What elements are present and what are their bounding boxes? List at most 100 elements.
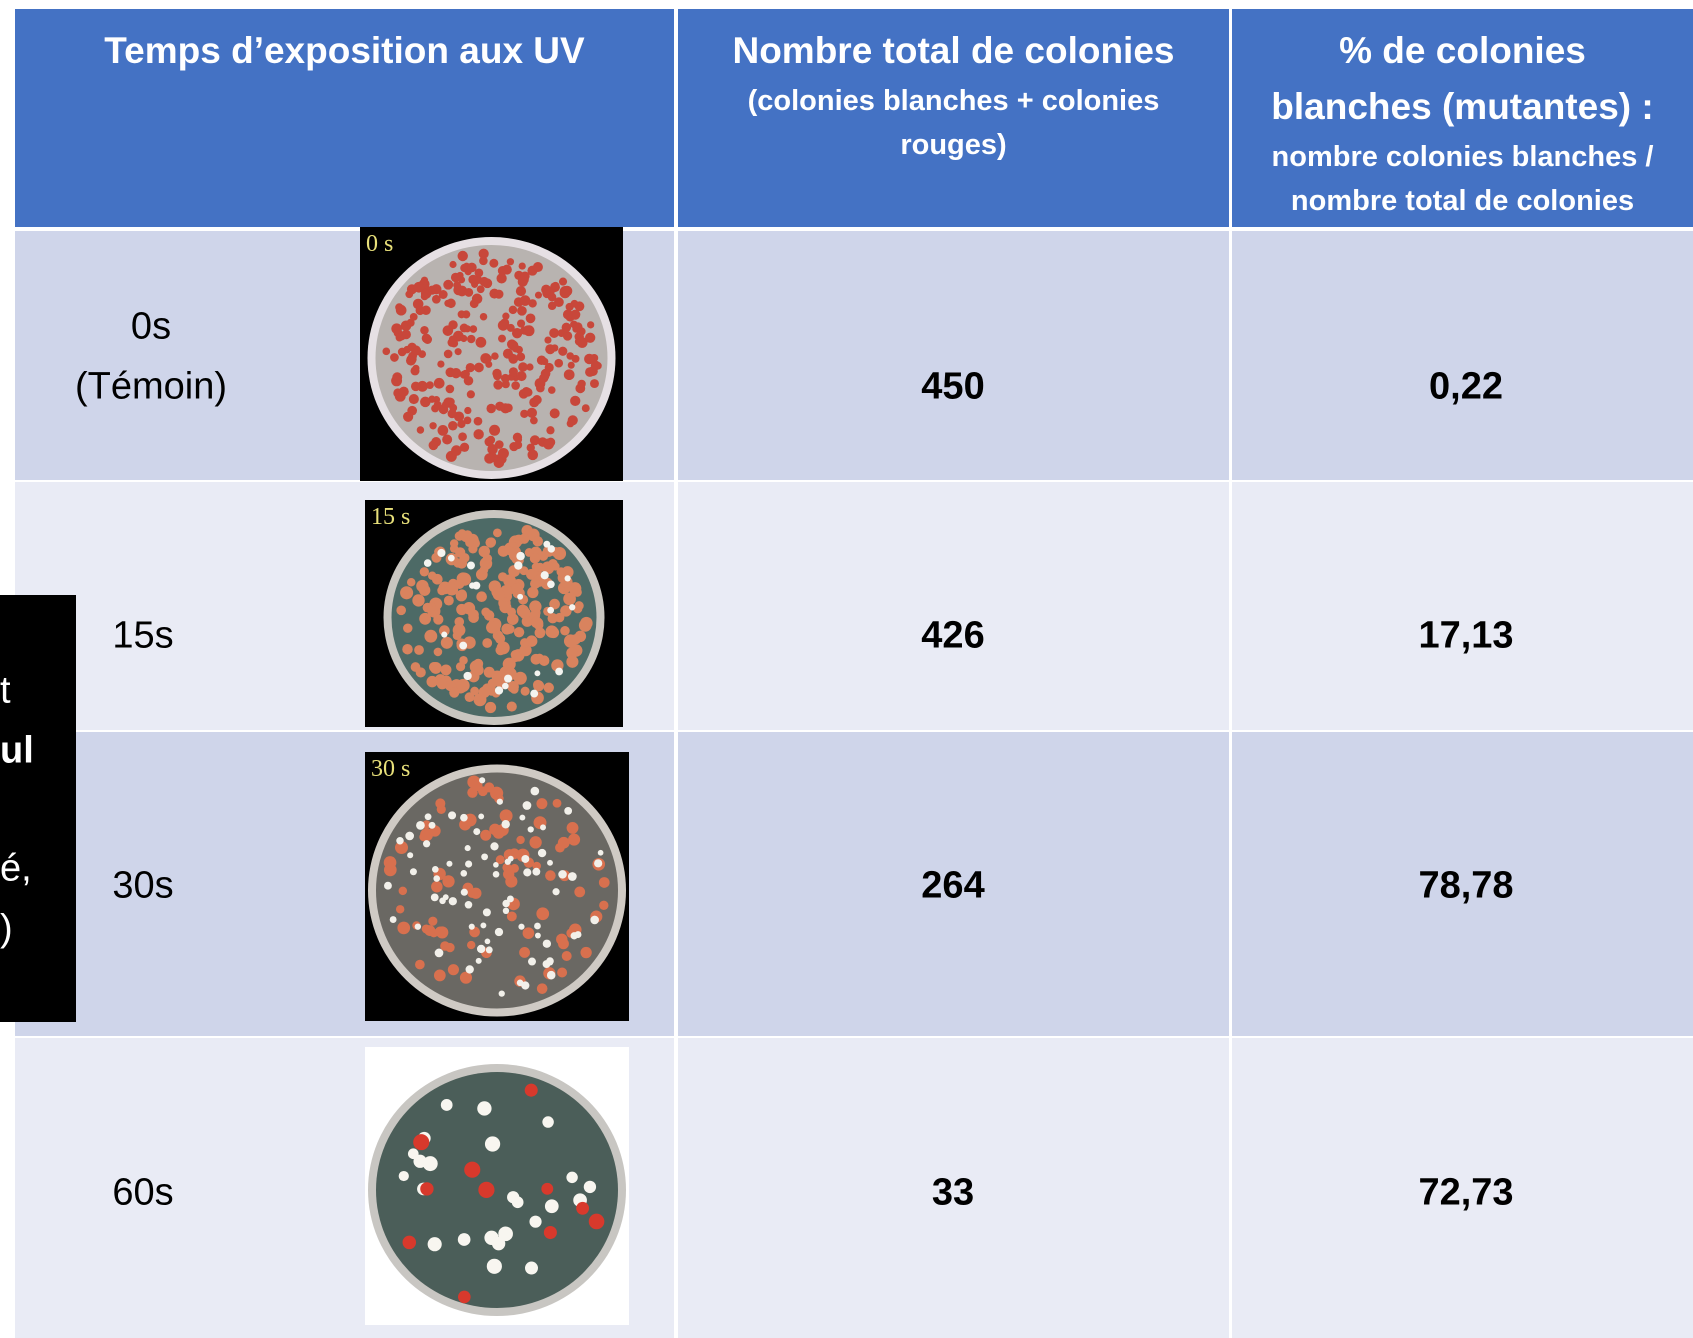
colony [470,299,479,308]
colony [476,958,482,964]
colony [430,662,442,674]
colony [473,828,480,835]
colony [472,582,480,590]
colony [512,344,520,352]
colony [503,908,509,914]
colony [484,355,491,362]
colony [466,965,474,973]
colony [544,1226,557,1239]
colony [519,262,526,269]
colony [494,290,503,299]
colony [507,258,514,265]
colony [527,408,537,418]
colony [419,613,431,625]
colony [568,362,575,369]
colony [493,589,505,601]
colony [434,401,442,409]
colony [511,650,520,659]
colony [493,373,501,381]
colony [405,832,414,841]
colony [420,326,429,335]
colony [390,353,399,362]
colony [442,875,454,887]
plate-label: 30 s [371,756,410,782]
colony [439,898,446,905]
colony [566,656,578,668]
colony [545,1199,559,1213]
colony [467,263,477,273]
colony [391,375,402,386]
colony [530,690,538,698]
header-text: Temps d’exposition aux UV [104,23,584,79]
colony [535,292,542,299]
colony [530,553,541,564]
colony [494,457,505,468]
colony [448,964,459,975]
colony [460,870,467,877]
colony [464,416,472,424]
colony [455,579,465,589]
colony [448,421,457,430]
colony [541,285,551,295]
colony [580,617,592,629]
colony [458,1233,471,1246]
colony [495,440,504,449]
colony [514,441,522,449]
colony [599,901,608,910]
colony [437,586,446,595]
colony [451,368,461,378]
colony [492,1237,505,1250]
colony [559,278,567,286]
colony [497,273,507,283]
colony [477,945,485,953]
colony [530,579,540,589]
colony [554,297,564,307]
total-value: 426 [921,615,984,658]
colony [580,947,591,958]
colony [431,284,441,294]
colony [564,369,575,380]
colony [469,325,477,333]
colony [537,355,546,364]
colony [425,813,432,820]
colony [519,947,530,958]
colony [480,565,489,574]
colony [590,379,599,388]
colony [544,337,551,344]
colony [410,313,418,321]
colony [460,335,467,342]
colony [390,916,397,923]
colony [424,630,437,643]
colony [566,352,574,360]
colony [562,951,572,961]
colony [569,604,575,610]
colony [501,374,510,383]
colony [570,396,580,406]
colony [433,875,440,882]
colony [509,367,518,376]
colony [538,849,546,857]
colony [558,870,567,879]
colony [396,606,406,616]
header-cell: % de colonies blanches (mutantes) : nomb… [1232,9,1693,227]
colony [458,1291,471,1304]
colony [458,310,466,318]
colony [482,638,492,648]
colony [416,667,426,677]
colony [455,348,462,355]
colony [435,927,445,937]
colony [567,822,579,834]
colony [410,868,417,875]
colony [545,870,556,881]
colony [541,571,549,579]
colony [495,686,503,694]
colony [530,417,538,425]
colony [449,897,457,905]
colony [507,911,517,921]
colony [422,924,431,933]
side-overlay: tulé,) [0,595,76,1022]
colony [555,613,565,623]
colony [422,334,431,343]
table-cell [678,231,1229,480]
colony [477,1101,491,1115]
